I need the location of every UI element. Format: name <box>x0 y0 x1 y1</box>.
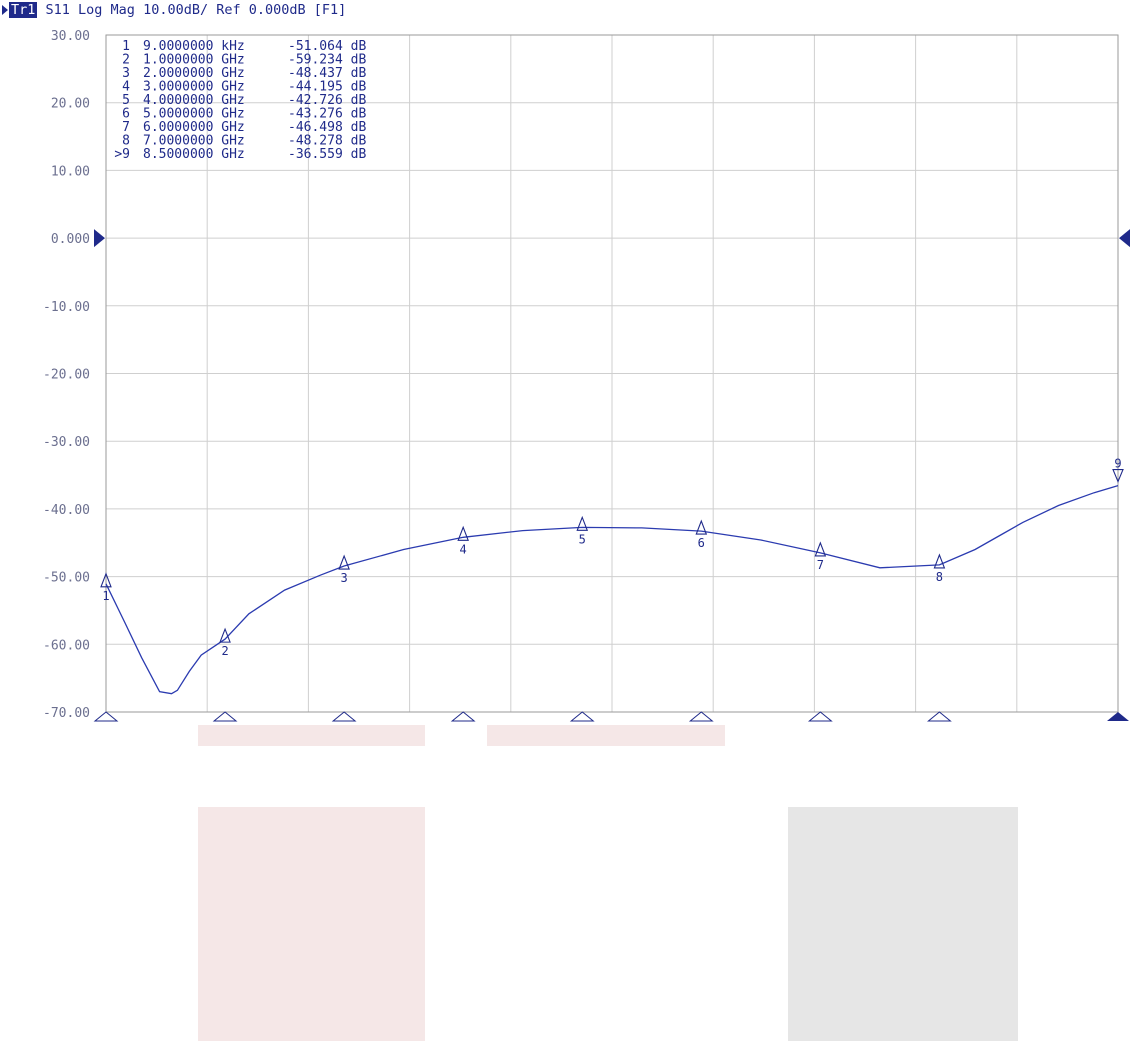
marker-triangle-icon <box>219 627 231 643</box>
marker-table-value: -48.278 dB <box>288 134 366 149</box>
y-tick-label: -10.00 <box>43 300 90 315</box>
marker-position-indicator-icon <box>569 711 595 722</box>
trace-header[interactable]: Tr1 S11 Log Mag 10.00dB/ Ref 0.000dB [F1… <box>0 1 346 19</box>
marker-table-frequency: 8.5000000 GHz <box>143 147 245 162</box>
redacted-region-2 <box>487 725 725 746</box>
marker-1: 1 <box>100 572 112 603</box>
marker-table-index: 6 <box>122 107 130 122</box>
marker-label: 5 <box>579 532 586 546</box>
marker-7: 7 <box>814 541 827 572</box>
y-tick-label: 10.00 <box>51 164 90 179</box>
y-tick-label: -70.00 <box>43 706 90 721</box>
marker-triangle-icon <box>814 541 827 557</box>
trace-settings-text: S11 Log Mag 10.00dB/ Ref 0.000dB [F1] <box>45 2 347 18</box>
marker-table-value: -42.726 dB <box>288 93 366 108</box>
marker-readout-table: 1 9.0000000 kHz -51.064 dB 2 1.0000000 GHz -5… <box>114 39 366 162</box>
marker-triangle-icon <box>338 554 350 570</box>
marker-table-frequency: 4.0000000 GHz <box>143 93 245 108</box>
marker-triangle-icon <box>695 519 708 535</box>
reference-level-left-icon <box>94 229 105 248</box>
marker-position-indicator-icon <box>93 711 119 722</box>
marker-triangle-icon <box>100 572 112 588</box>
marker-triangle-icon <box>457 525 469 541</box>
redacted-region-3 <box>198 807 425 1041</box>
marker-table-index: 8 <box>122 134 130 149</box>
marker-table-index: 5 <box>122 93 130 108</box>
marker-label: 2 <box>221 644 228 658</box>
y-tick-label: 0.000 <box>51 232 90 247</box>
redacted-region-4 <box>788 807 1018 1041</box>
y-tick-label: -50.00 <box>43 571 90 586</box>
marker-position-indicator-icon <box>1107 712 1129 721</box>
y-tick-label: 20.00 <box>51 97 90 112</box>
marker-table-value: -44.195 dB <box>288 80 366 95</box>
marker-position-indicator-icon <box>927 711 952 722</box>
marker-label: 8 <box>936 570 943 584</box>
marker-6: 6 <box>695 519 708 550</box>
marker-table-frequency: 1.0000000 GHz <box>143 53 245 68</box>
marker-label: 9 <box>1114 457 1121 471</box>
marker-table-frequency: 3.0000000 GHz <box>143 80 245 95</box>
marker-table-frequency: 7.0000000 GHz <box>143 134 245 149</box>
trace-badge[interactable]: Tr1 <box>9 2 38 18</box>
marker-position-indicator-icon <box>212 711 238 722</box>
marker-table-index: 1 <box>122 39 130 54</box>
marker-table-value: -48.437 dB <box>288 66 366 81</box>
marker-table-index: 2 <box>122 53 130 68</box>
marker-table-frequency: 9.0000000 kHz <box>143 39 245 54</box>
marker-table-value: -46.498 dB <box>288 120 366 135</box>
y-tick-label: 30.00 <box>51 29 90 44</box>
marker-triangle-icon <box>576 515 589 531</box>
marker-table-value: -36.559 dB <box>288 147 366 162</box>
marker-label: 4 <box>460 542 467 556</box>
marker-label: 7 <box>817 558 824 572</box>
marker-label: 6 <box>698 536 705 550</box>
marker-layer: 1 2 3 4 5 6 7 8 9 <box>100 457 1124 658</box>
marker-2: 2 <box>219 627 231 658</box>
marker-table-index: 4 <box>122 80 130 95</box>
marker-8: 8 <box>933 553 946 584</box>
marker-3: 3 <box>338 554 350 585</box>
redacted-region-1 <box>198 725 425 746</box>
marker-9: 9 <box>1112 457 1124 484</box>
marker-triangle-icon <box>1112 469 1124 484</box>
y-tick-label: -60.00 <box>43 638 90 653</box>
trace-layer <box>105 484 1119 695</box>
marker-table-frequency: 2.0000000 GHz <box>143 66 245 81</box>
y-tick-label: -20.00 <box>43 368 90 383</box>
marker-triangle-icon <box>933 553 946 569</box>
marker-4: 4 <box>457 525 469 556</box>
marker-table-value: -43.276 dB <box>288 107 366 122</box>
marker-5: 5 <box>576 515 589 546</box>
marker-position-indicator-icon <box>807 711 833 722</box>
y-tick-label: -30.00 <box>43 435 90 450</box>
reference-level-right-icon <box>1119 229 1130 248</box>
chart-grid <box>105 34 1119 713</box>
marker-table-value: -59.234 dB <box>288 53 366 68</box>
marker-table-index: >9 <box>114 147 130 162</box>
plot-frame <box>105 34 1119 713</box>
y-tick-label: -40.00 <box>43 503 90 518</box>
marker-table-frequency: 5.0000000 GHz <box>143 107 245 122</box>
marker-table-index: 3 <box>122 66 130 81</box>
marker-table-index: 7 <box>122 120 130 135</box>
marker-label: 3 <box>340 571 347 585</box>
marker-table-value: -51.064 dB <box>288 39 366 54</box>
marker-position-indicator-icon <box>688 711 714 722</box>
active-trace-arrow-icon <box>2 5 8 15</box>
marker-table-frequency: 6.0000000 GHz <box>143 120 245 135</box>
trace-line <box>105 484 1119 695</box>
bottom-marker-indicators <box>93 711 1129 722</box>
marker-label: 1 <box>102 589 109 603</box>
marker-position-indicator-icon <box>450 711 476 722</box>
marker-position-indicator-icon <box>331 711 357 722</box>
y-tick-labels: 30.00 20.00 10.00 0.000 -10.00 -20.00 -30.00 -4… <box>43 29 1130 721</box>
